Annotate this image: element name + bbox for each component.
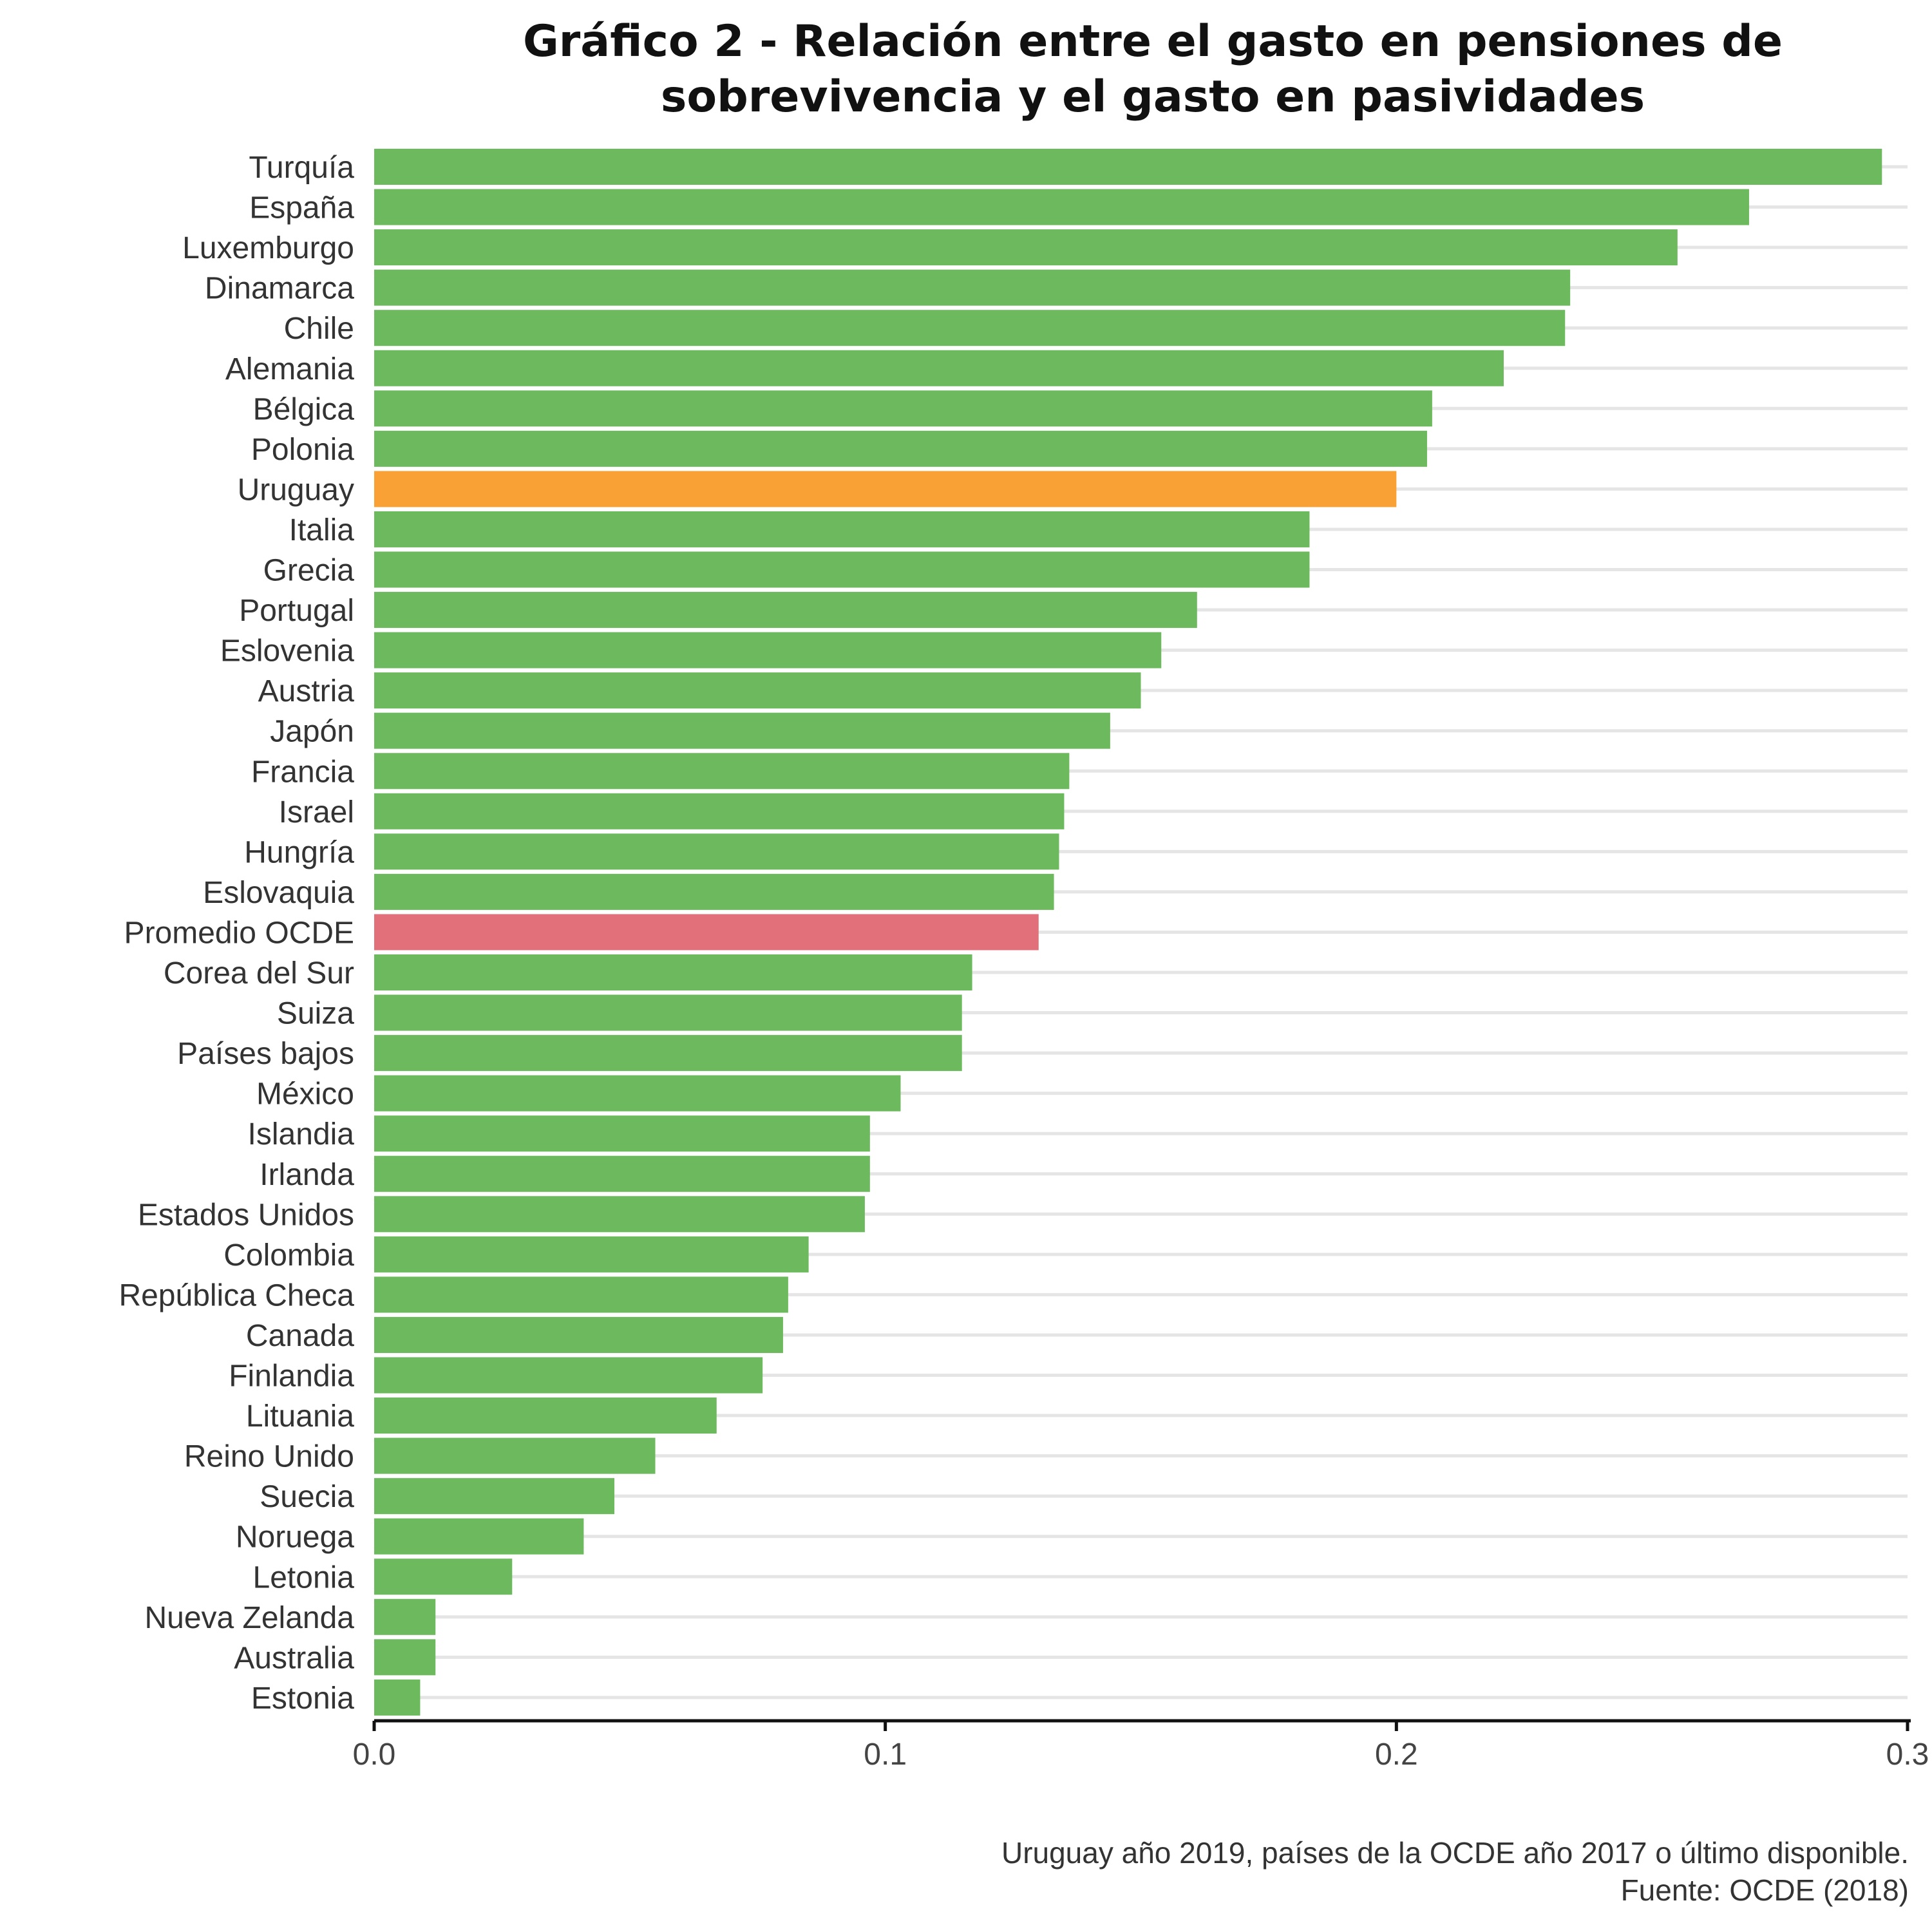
category-label: Reino Unido [184,1440,354,1474]
category-label: Estonia [251,1681,354,1716]
bar-japón [374,712,1110,749]
bar-luxemburgo [374,229,1678,266]
bar-dinamarca [374,269,1571,306]
category-label: Turquía [249,151,354,185]
category-label: Colombia [223,1238,354,1273]
category-label: Lituania [246,1399,354,1434]
category-label: Letonia [253,1560,355,1595]
bar-israel [374,793,1065,829]
bars [374,149,1882,1716]
x-tick-label: 0.0 [353,1738,396,1772]
bar-suecia [374,1478,615,1515]
x-axis: 0.0 0.1 0.2 0.3 [353,1719,1929,1772]
bar-uruguay [374,471,1397,507]
caption-line-2: Fuente: OCDE (2018) [1620,1873,1909,1907]
category-label: Promedio OCDE [124,916,354,950]
bar-promedio-ocde [374,914,1039,951]
x-tick-label: 0.1 [864,1738,907,1772]
bar-nueva-zelanda [374,1598,436,1635]
category-label: Australia [234,1641,354,1675]
bar-lituania [374,1397,717,1434]
category-label: Países bajos [177,1037,354,1071]
bar-estonia [374,1679,421,1716]
category-label: Portugal [239,594,354,628]
category-label: Italia [289,513,355,547]
category-label: Corea del Sur [164,956,354,990]
category-labels: Turquía España Luxemburgo Dinamarca Chile Ale… [118,151,354,1716]
category-label: Polonia [251,433,354,467]
category-label: Chile [284,312,354,346]
category-label: Bélgica [253,392,355,426]
category-label: Hungría [244,835,354,869]
category-label: Estados Unidos [138,1198,354,1232]
bar-letonia [374,1558,513,1595]
category-label: Grecia [263,554,355,588]
bar-colombia [374,1236,809,1273]
bar-canada [374,1316,783,1353]
bar-estados-unidos [374,1196,865,1233]
chart-caption: Uruguay año 2019, países de la OCDE año … [1001,1834,1909,1909]
bar-eslovenia [374,632,1162,668]
bar-noruega [374,1518,584,1555]
category-label: Finlandia [229,1359,354,1394]
bar-turquía [374,149,1882,185]
bar-portugal [374,592,1197,629]
chart-title: Gráfico 2 - Relación entre el gasto en p… [374,14,1932,125]
bar-polonia [374,430,1427,467]
category-label: Japón [270,715,354,749]
category-label: Luxemburgo [182,231,354,265]
bar-bélgica [374,390,1432,427]
chart-title-line-2: sobrevivencia y el gasto en pasividades [660,71,1645,122]
bar-irlanda [374,1155,870,1192]
bar-islandia [374,1115,870,1152]
x-tick-label: 0.3 [1886,1738,1929,1772]
bar-chile [374,310,1566,346]
category-label: Canada [246,1319,354,1353]
category-label: Suecia [260,1480,354,1514]
bar-italia [374,511,1310,547]
bar-reino-unido [374,1437,656,1474]
caption-line-1: Uruguay año 2019, países de la OCDE año … [1001,1836,1909,1870]
category-label: República Checa [118,1278,354,1312]
bar-austria [374,672,1141,709]
chart-title-line-1: Gráfico 2 - Relación entre el gasto en p… [522,16,1783,67]
bar-alemania [374,350,1504,386]
bar-francia [374,753,1070,790]
bar-méxico [374,1075,901,1112]
bar-corea-del-sur [374,954,972,990]
bar-república-checa [374,1276,788,1313]
bar-hungría [374,833,1059,870]
category-label: Nueva Zelanda [144,1601,354,1635]
category-label: Eslovaquia [203,876,354,910]
category-label: Noruega [236,1520,354,1555]
bar-australia [374,1639,436,1676]
category-label: Alemania [225,352,354,386]
bar-grecia [374,551,1310,588]
category-label: Irlanda [260,1158,354,1192]
category-label: Israel [279,795,354,829]
category-label: Dinamarca [205,272,354,306]
category-label: México [256,1077,354,1112]
category-label: Islandia [248,1117,355,1151]
bar-eslovaquia [374,873,1054,910]
category-label: Austria [258,674,355,708]
x-tick-label: 0.2 [1375,1738,1418,1772]
bar-suiza [374,994,962,1031]
bar-finlandia [374,1357,763,1394]
category-label: Uruguay [238,473,354,507]
category-label: Suiza [277,997,354,1031]
category-label: España [249,191,354,225]
category-label: Eslovenia [220,634,354,668]
bar-españa [374,189,1749,225]
category-label: Francia [251,755,354,789]
bar-países-bajos [374,1035,962,1072]
